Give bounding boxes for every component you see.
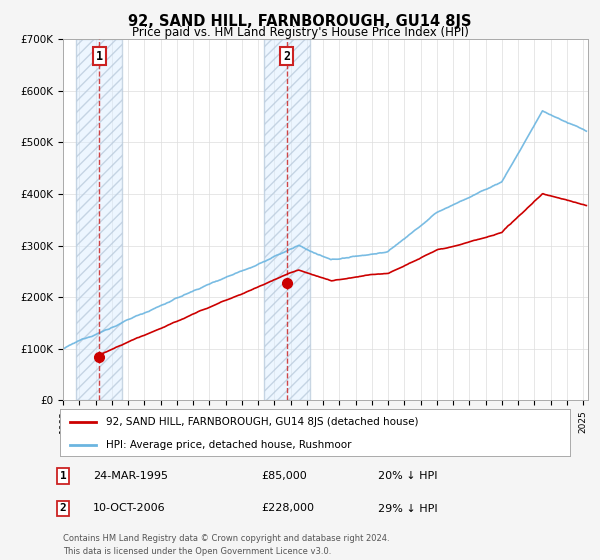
Text: 1: 1 — [95, 49, 103, 63]
Text: 1: 1 — [59, 471, 67, 481]
Text: This data is licensed under the Open Government Licence v3.0.: This data is licensed under the Open Gov… — [63, 547, 331, 556]
Text: 92, SAND HILL, FARNBOROUGH, GU14 8JS: 92, SAND HILL, FARNBOROUGH, GU14 8JS — [128, 14, 472, 29]
Bar — [76, 39, 122, 400]
Text: £228,000: £228,000 — [261, 503, 314, 514]
Text: 29% ↓ HPI: 29% ↓ HPI — [378, 503, 437, 514]
Text: £85,000: £85,000 — [261, 471, 307, 481]
Bar — [264, 39, 310, 400]
Text: 2: 2 — [59, 503, 67, 514]
Text: HPI: Average price, detached house, Rushmoor: HPI: Average price, detached house, Rush… — [106, 440, 352, 450]
Text: 10-OCT-2006: 10-OCT-2006 — [93, 503, 166, 514]
Text: Contains HM Land Registry data © Crown copyright and database right 2024.: Contains HM Land Registry data © Crown c… — [63, 534, 389, 543]
Text: 24-MAR-1995: 24-MAR-1995 — [93, 471, 168, 481]
Bar — [264, 39, 310, 400]
Text: 2: 2 — [283, 49, 290, 63]
Text: Price paid vs. HM Land Registry's House Price Index (HPI): Price paid vs. HM Land Registry's House … — [131, 26, 469, 39]
Bar — [76, 39, 122, 400]
Text: 20% ↓ HPI: 20% ↓ HPI — [378, 471, 437, 481]
Text: 92, SAND HILL, FARNBOROUGH, GU14 8JS (detached house): 92, SAND HILL, FARNBOROUGH, GU14 8JS (de… — [106, 417, 418, 427]
